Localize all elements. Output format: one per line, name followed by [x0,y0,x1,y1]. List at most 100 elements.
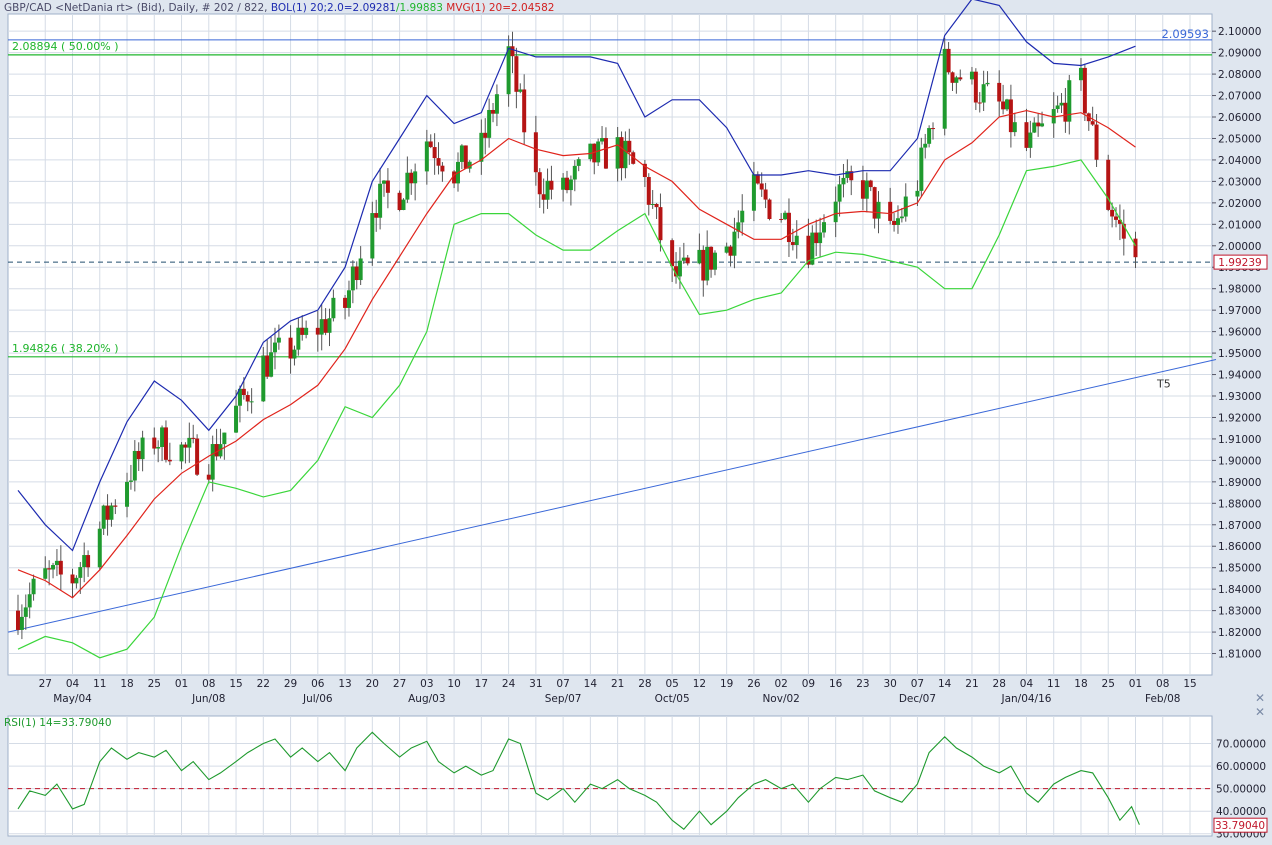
x-axis-day-label: 05 [665,678,678,690]
header-bol_lower: /1.99883 [396,2,443,14]
candle-up [358,258,363,281]
candle-down [549,180,554,190]
price-axis-label: 2.03000 [1218,176,1261,188]
candle-down [709,246,714,270]
x-axis-day-label: 07 [911,678,924,690]
candle-down [214,444,219,457]
candle-up [588,143,593,160]
x-axis-month-label: Nov/02 [762,693,799,705]
candle-up [494,94,499,114]
x-axis-day-label: 20 [366,678,379,690]
candle-up [74,577,79,584]
candle-down [1063,102,1068,122]
candle-up [378,183,383,218]
x-axis-day-label: 21 [965,678,978,690]
candle-up [27,594,32,608]
candle-up [140,437,145,460]
close-rsi-panel-icon[interactable]: ✕ [1254,705,1266,719]
candle-up [222,432,227,445]
candle-up [751,174,756,211]
candle-up [576,159,581,166]
candle-down [1024,122,1029,148]
candle-up [350,266,355,291]
candle-down [806,235,811,265]
candle-down [849,171,854,181]
x-axis-day-label: 17 [475,678,488,690]
candle-down [931,128,936,130]
candle-down [642,163,647,178]
close-price-panel-icon[interactable]: ✕ [1254,691,1266,705]
price-axis-label: 1.96000 [1218,327,1261,339]
candle-down [522,89,527,133]
candle-down [105,505,110,520]
price-axis-label: 2.01000 [1218,219,1261,231]
candle-up [405,172,410,200]
price-axis-label: 1.91000 [1218,434,1261,446]
x-axis-day-label: 11 [93,678,106,690]
candle-down [183,444,188,448]
price-axis-label: 1.95000 [1218,348,1261,360]
candle-up [864,180,869,199]
x-axis-day-label: 18 [120,678,133,690]
header-symbol: GBP/CAD <NetDania rt> (Bid), Daily, # 20… [4,2,271,14]
candle-up [899,216,904,219]
candle-up [31,578,36,595]
x-axis-day-label: 14 [938,678,952,690]
x-axis-day-label: 13 [338,678,351,690]
candle-down [872,187,877,219]
candle-down [868,180,873,188]
candle-up [1067,80,1072,122]
header-mvg: MVG(1) 20=2.04582 [443,2,555,14]
candle-up [740,210,745,223]
price-axis-label: 1.98000 [1218,284,1261,296]
candle-down [483,132,488,138]
candle-down [997,82,1002,102]
candle-down [814,232,819,244]
candle-up [179,444,184,462]
candle-up [125,481,130,507]
candle-up [783,212,788,220]
candle-down [1117,219,1122,224]
candle-up [160,427,165,448]
candle-up [837,184,842,202]
candle-down [786,212,791,243]
candle-up [479,132,484,162]
candle-up [346,290,351,308]
candle-down [973,71,978,103]
candle-up [1028,132,1033,148]
candle-up [572,165,577,180]
x-axis-day-label: 22 [257,678,270,690]
rsi-value-box [1213,817,1268,833]
candle-up [331,297,336,319]
x-axis-day-label: 23 [856,678,869,690]
x-axis-month-label: Jan/04/16 [1000,693,1051,705]
candle-down [759,183,764,190]
candle-down [47,568,52,570]
candle-up [545,180,550,200]
candle-down [152,437,157,449]
x-axis-day-label: 14 [584,678,598,690]
price-axis-label: 2.00000 [1218,241,1261,253]
candle-up [650,203,655,205]
x-axis-day-label: 15 [1183,678,1196,690]
price-axis-label: 1.87000 [1218,520,1261,532]
candle-down [1090,121,1095,125]
candle-down [674,266,679,277]
candle-up [681,257,686,261]
candle-up [845,171,850,178]
candle-down [685,257,690,264]
x-axis-day-label: 06 [311,678,325,690]
x-axis-day-label: 28 [993,678,1006,690]
x-axis-day-label: 30 [883,678,896,690]
candle-up [249,401,254,403]
price-axis-label: 1.94000 [1218,370,1261,382]
price-axis-label: 1.92000 [1218,412,1261,424]
candle-up [954,77,959,83]
price-axis-label: 1.82000 [1218,627,1261,639]
candle-down [946,48,951,73]
candle-down [658,207,663,241]
x-axis-month-label: May/04 [53,693,92,705]
x-axis-day-label: 27 [39,678,52,690]
price-axis-label: 2.07000 [1218,91,1261,103]
